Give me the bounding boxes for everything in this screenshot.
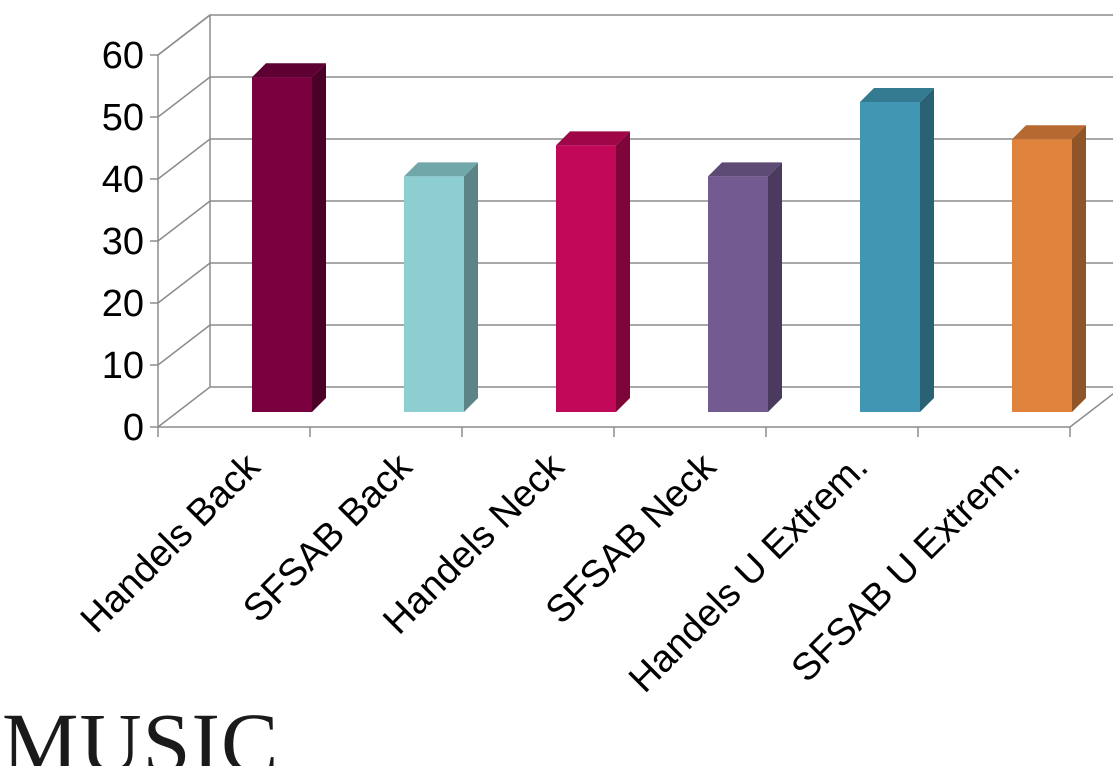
bar-top [708,162,782,177]
bar [556,131,630,412]
bar-top [556,131,630,146]
bar [252,63,326,412]
y-tick-label: 0 [123,407,144,449]
y-tick-label: 10 [102,345,144,387]
bar-side [920,88,934,412]
gridline [157,324,1113,366]
bar [404,162,478,412]
gridline [157,138,1113,180]
bar [708,162,782,412]
gridline [157,262,1113,304]
bar-side [1072,125,1086,412]
footer-text: MUSIC [2,700,280,766]
bar-top [252,63,326,78]
bar [1012,125,1086,412]
y-tick-label: 30 [102,221,144,263]
x-axis [157,426,1071,437]
bar-front [860,102,920,412]
y-tick-label: 60 [102,35,144,77]
gridline [157,386,1113,428]
bar [860,88,934,412]
y-axis-ticks: 0 10 20 30 40 50 60 [102,35,158,449]
y-tick-label: 40 [102,159,144,201]
floor-right-edge [1069,392,1113,428]
bar-front [1012,139,1072,412]
x-tick-label: Handels Back [73,445,269,641]
bar-front [556,145,616,412]
bar-top [1012,125,1086,140]
bar-side [312,63,326,412]
y-tick-label: 50 [102,97,144,139]
bar-front [404,176,464,412]
gridline [157,14,1113,56]
bar-front [252,77,312,412]
y-tick-label: 20 [102,283,144,325]
bar-top [404,162,478,177]
gridline [157,200,1113,242]
bars [252,63,1086,412]
bar-top [860,88,934,102]
bar-side [616,131,630,412]
bar-side [768,162,782,412]
gridlines [157,14,1113,428]
gridline [157,76,1113,118]
bar-front [708,176,768,412]
bar-side [464,162,478,412]
